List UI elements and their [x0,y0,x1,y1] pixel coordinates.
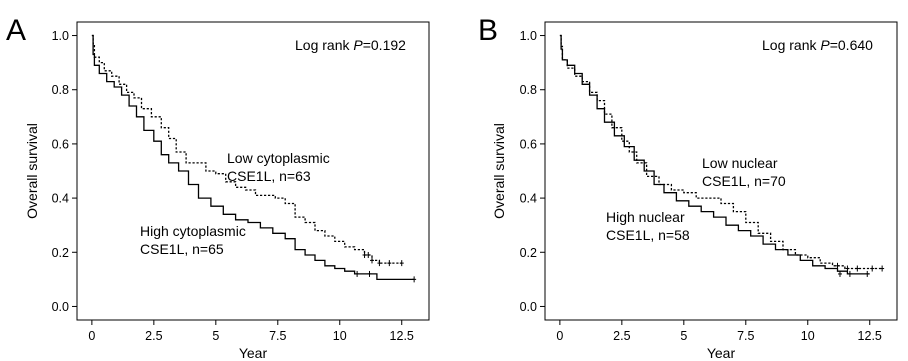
axis-ticks-b: 0 2.5 5 7.5 10 12.5 0.0 0.2 0.4 0.6 0.8 1.0 [520,29,882,343]
y-tick-label-b-1: 0.2 [520,246,537,260]
series-label-low-line1-a: Low cytoplasmic [227,150,330,166]
x-tick-label-b-0: 0 [556,329,563,343]
log-rank-prefix-b: Log rank [762,37,820,53]
p-value-b: =0.640 [830,37,873,53]
y-axis-title-a: Overall survival [24,123,40,219]
y-tick-label-b-4: 0.8 [520,83,537,97]
km-curve-high-a [91,34,415,281]
y-tick-label-b-5: 1.0 [520,29,537,43]
series-label-low-line2-b: CSE1L, n=70 [702,173,786,189]
x-tick-label-a-5: 12.5 [390,329,414,343]
y-tick-label-a-5: 1.0 [52,29,69,43]
x-tick-label-a-3: 7.5 [269,329,286,343]
log-rank-annotation-a: Log rank P=0.192 [295,37,406,53]
curves-b [559,34,883,275]
series-label-high-line2-b: CSE1L, n=58 [606,227,690,243]
series-label-high-line1-b: High nuclear [606,209,685,225]
plot-frame-a [76,21,430,321]
censor-marks-b [835,262,885,277]
series-label-high-line2-a: CSE1L, n=65 [140,241,224,257]
p-value-a: =0.192 [363,37,406,53]
p-italic-b: P [820,37,830,53]
p-italic-a: P [353,37,363,53]
x-tick-label-b-5: 12.5 [858,329,882,343]
km-curve-high-b [559,34,870,275]
panel-b: B 0 2.5 5 7.5 10 12.50.00.20.40.60.81.0 Year … [478,14,898,361]
log-rank-annotation-b: Log rank P=0.640 [762,37,873,53]
x-tick-label-a-0: 0 [88,329,95,343]
series-label-low-line1-b: Low nuclear [702,155,778,171]
y-tick-label-b-3: 0.6 [520,137,537,151]
x-tick-label-a-4: 10 [333,329,347,343]
series-label-high-line1-a: High cytoplasmic [140,223,246,239]
series-label-low-line2-a: CSE1L, n=63 [227,168,311,184]
panel-letter-b: B [478,14,498,47]
log-rank-prefix-a: Log rank [295,37,353,53]
x-tick-label-b-2: 5 [680,329,687,343]
y-tick-label-a-0: 0.0 [52,300,69,314]
x-tick-label-b-4: 10 [801,329,815,343]
axis-ticks-a: 0 2.5 5 7.5 10 12.5 0.0 0.2 0.4 0.6 0.8 1.0 [52,29,414,343]
y-tick-label-a-2: 0.4 [52,192,69,206]
x-axis-title-b: Year [707,345,736,361]
y-tick-label-b-2: 0.4 [520,192,537,206]
y-tick-label-a-4: 0.8 [52,83,69,97]
censor-marks-a [355,251,417,283]
x-tick-label-b-1: 2.5 [613,329,630,343]
y-tick-label-a-3: 0.6 [52,137,69,151]
km-curve-low-b [559,34,883,270]
x-tick-label-a-1: 2.5 [145,329,162,343]
panel-letter-a: A [6,14,26,47]
x-axis-title-a: Year [239,345,268,361]
y-tick-label-a-1: 0.2 [52,246,69,260]
y-axis-title-b: Overall survival [491,123,507,219]
y-tick-label-b-0: 0.0 [520,300,537,314]
plot-frame-b [544,21,898,321]
x-tick-label-a-2: 5 [212,329,219,343]
x-tick-label-b-3: 7.5 [737,329,754,343]
panel-a: A 0 2.5 5 7.5 10 12.50.00.20.40.60.81.0 Year … [6,14,430,361]
curves-a [91,34,415,281]
